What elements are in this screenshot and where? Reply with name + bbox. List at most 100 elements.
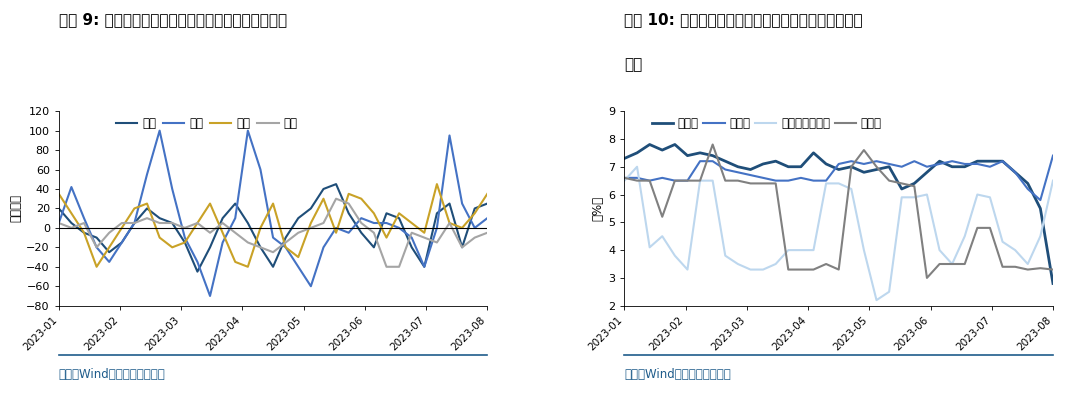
贵州	[141, 216, 154, 221]
云南	[317, 187, 330, 191]
贵州	[292, 230, 305, 235]
贵州	[279, 240, 292, 245]
广西	[329, 230, 342, 235]
贵州省	[996, 264, 1009, 269]
贵州省	[958, 262, 971, 266]
天津市	[731, 170, 744, 175]
贵州省	[644, 178, 656, 183]
天津市	[781, 178, 794, 183]
云南省	[731, 164, 744, 169]
贵州省	[1047, 267, 1059, 272]
天津市	[1021, 187, 1034, 191]
云南	[179, 240, 191, 245]
贵州	[481, 230, 494, 235]
Y-axis label: （亿元）: （亿元）	[10, 195, 22, 222]
天津市	[644, 178, 656, 183]
贵州省	[718, 178, 731, 183]
广西壮族自治区	[744, 267, 757, 272]
天津	[455, 201, 468, 206]
Text: 度）: 度）	[624, 58, 642, 73]
云南省	[996, 159, 1009, 164]
广西	[392, 211, 405, 216]
贵州省	[920, 276, 933, 280]
云南省	[1034, 206, 1047, 211]
广西壮族自治区	[707, 178, 719, 183]
广西壮族自治区	[1021, 262, 1034, 266]
天津	[254, 167, 267, 172]
天津市	[681, 178, 694, 183]
云南	[203, 245, 216, 250]
Line: 广西: 广西	[59, 184, 487, 267]
广西	[468, 211, 481, 216]
广西壮族自治区	[971, 192, 983, 197]
贵州	[392, 264, 405, 269]
云南省	[794, 164, 807, 169]
贵州	[329, 197, 342, 201]
云南	[468, 206, 481, 211]
贵州省	[770, 181, 783, 186]
广西	[229, 260, 242, 264]
云南	[329, 182, 342, 187]
云南	[115, 240, 128, 245]
云南	[418, 264, 431, 269]
贵州省	[820, 262, 833, 266]
贵州省	[971, 225, 983, 230]
云南省	[883, 164, 896, 169]
广西壮族自治区	[983, 195, 996, 200]
云南	[141, 206, 154, 211]
广西壮族自治区	[857, 248, 870, 252]
广西壮族自治区	[1034, 234, 1047, 239]
贵州省	[757, 181, 770, 186]
天津	[329, 225, 342, 230]
天津市	[718, 167, 731, 172]
贵州	[52, 221, 65, 225]
广西	[443, 221, 455, 225]
广西	[242, 264, 254, 269]
云南省	[1009, 170, 1022, 175]
广西	[279, 245, 292, 250]
云南省	[807, 150, 820, 155]
云南省	[983, 159, 996, 164]
天津	[317, 245, 330, 250]
广西	[52, 191, 65, 196]
天津市	[744, 173, 757, 177]
天津	[153, 128, 166, 133]
广西壮族自治区	[908, 195, 920, 200]
贵州	[381, 264, 393, 269]
Line: 云南省: 云南省	[624, 145, 1053, 283]
天津	[392, 225, 405, 230]
云南	[455, 245, 468, 250]
云南	[405, 245, 418, 250]
云南	[368, 245, 381, 250]
云南省	[933, 159, 946, 164]
广西壮族自治区	[933, 248, 946, 252]
广西壮族自治区	[807, 248, 820, 252]
贵州	[115, 221, 128, 225]
云南	[216, 216, 229, 221]
天津	[179, 235, 191, 240]
云南	[342, 211, 355, 216]
天津	[355, 216, 368, 221]
广西壮族自治区	[656, 234, 669, 239]
云南	[431, 211, 444, 216]
云南省	[833, 167, 846, 172]
云南	[78, 230, 91, 235]
贵州	[468, 235, 481, 240]
贵州	[342, 201, 355, 206]
广西壮族自治区	[781, 248, 794, 252]
天津市	[707, 159, 719, 164]
贵州省	[781, 267, 794, 272]
贵州	[254, 245, 267, 250]
贵州省	[1034, 266, 1047, 271]
贵州	[455, 245, 468, 250]
Line: 广西壮族自治区: 广西壮族自治区	[624, 167, 1053, 300]
云南	[242, 221, 254, 225]
天津	[431, 225, 444, 230]
贵州	[90, 245, 103, 250]
天津市	[896, 164, 909, 169]
Line: 天津: 天津	[59, 131, 487, 296]
天津市	[820, 178, 833, 183]
云南	[103, 250, 115, 254]
广西	[317, 197, 330, 201]
广西	[254, 225, 267, 230]
